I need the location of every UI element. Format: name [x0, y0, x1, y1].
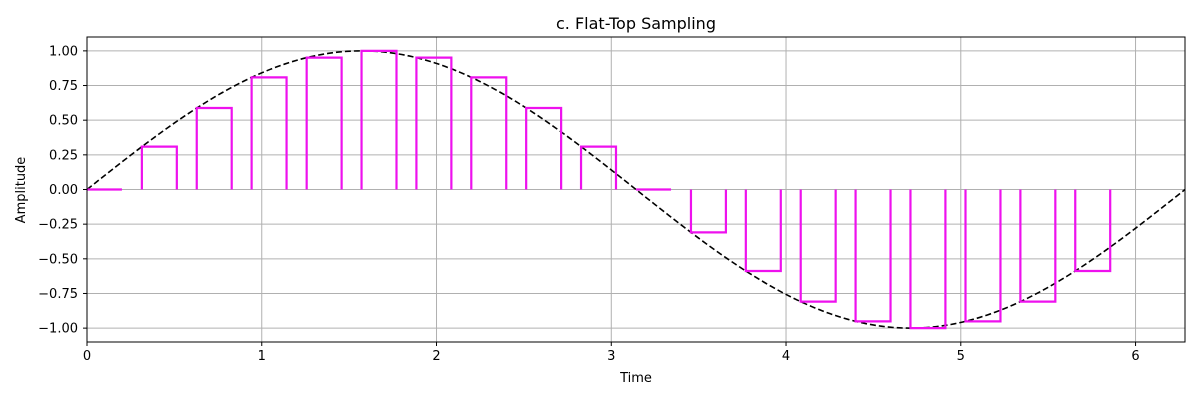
flat-top-pulse: [1074, 189, 1112, 273]
flat-top-pulse: [579, 145, 618, 190]
flat-top-pulse: [799, 189, 837, 303]
flat-top-pulse: [140, 145, 178, 190]
flat-top-pulse: [470, 76, 508, 190]
y-tick-label: −0.75: [38, 287, 78, 302]
flat-top-pulse: [854, 189, 892, 323]
y-tick-label: 0.50: [49, 114, 78, 129]
flat-top-pulse: [909, 189, 947, 330]
flat-top-pulse: [744, 189, 782, 273]
y-tick-label: −0.25: [38, 218, 78, 233]
y-tick-label: −0.50: [38, 252, 78, 267]
y-tick-label: 0.00: [49, 183, 78, 198]
grid-lines: [86, 37, 1185, 342]
chart-title: c. Flat-Top Sampling: [556, 14, 716, 33]
x-tick-label: 0: [83, 349, 91, 364]
x-tick-label: 1: [258, 349, 266, 364]
x-tick-label: 5: [957, 349, 965, 364]
flat-top-pulse: [195, 106, 233, 190]
axis-ticks: 0 1 2 3 4 5 6 1.00 0.75 0.50 0.25 0.00 −0.25 −0.50 −0.…: [38, 44, 1140, 364]
flat-top-pulse: [525, 106, 563, 190]
flat-top-pulse: [360, 49, 398, 190]
flat-top-pulse: [250, 76, 288, 190]
y-tick-label: 0.25: [49, 148, 78, 163]
flat-top-pulse: [1019, 189, 1057, 303]
flat-top-pulse: [689, 189, 728, 234]
y-tick-label: 1.00: [49, 44, 78, 59]
flat-top-pulse: [305, 56, 343, 190]
y-axis-label: Amplitude: [14, 157, 29, 224]
x-axis-label: Time: [619, 371, 652, 386]
plot-series: [86, 49, 1186, 330]
flat-top-pulse: [964, 189, 1002, 323]
y-tick-label: 0.75: [49, 79, 78, 94]
flat-top-pulse: [415, 56, 453, 190]
x-tick-label: 2: [432, 349, 440, 364]
x-tick-label: 6: [1131, 349, 1139, 364]
x-tick-label: 3: [607, 349, 615, 364]
y-tick-label: −1.00: [38, 322, 78, 337]
x-tick-label: 4: [782, 349, 790, 364]
continuous-signal-line: [86, 50, 1186, 329]
